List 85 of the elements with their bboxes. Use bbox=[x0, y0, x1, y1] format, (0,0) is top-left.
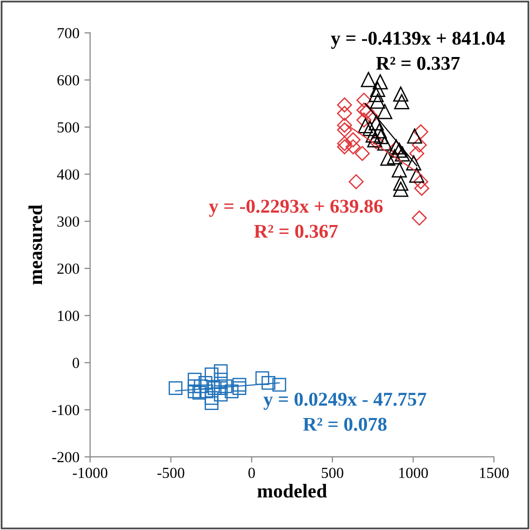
point bbox=[377, 136, 392, 151]
annotation: y = -0.4139x + 841.04 bbox=[330, 32, 505, 49]
point bbox=[414, 180, 430, 196]
point bbox=[394, 146, 410, 162]
point bbox=[372, 123, 387, 138]
point bbox=[362, 120, 378, 136]
point bbox=[337, 122, 352, 138]
y-tick-label: -200 bbox=[52, 452, 80, 462]
x-axis-title: modeled bbox=[257, 484, 327, 498]
point bbox=[387, 149, 402, 164]
point bbox=[224, 384, 238, 398]
point bbox=[394, 94, 410, 110]
x-tick-label: 1500 bbox=[480, 468, 509, 478]
point bbox=[409, 168, 424, 183]
y-tick-label: 0 bbox=[72, 358, 80, 368]
point bbox=[380, 150, 396, 166]
y-tick-label: 700 bbox=[58, 28, 80, 38]
point bbox=[392, 162, 407, 178]
point bbox=[370, 94, 386, 109]
point bbox=[368, 115, 384, 130]
y-tick-label: 400 bbox=[57, 169, 80, 180]
point bbox=[413, 174, 428, 190]
point bbox=[406, 155, 422, 170]
point bbox=[337, 139, 352, 154]
point bbox=[356, 112, 372, 128]
annotation: R² = 0.078 bbox=[303, 418, 387, 431]
point bbox=[208, 381, 222, 395]
y-tick-label: 600 bbox=[57, 75, 80, 86]
point bbox=[372, 74, 388, 90]
x-tick-label: -500 bbox=[157, 468, 184, 478]
annotation: y = 0.0249x - 47.757 bbox=[263, 392, 426, 410]
x-tick-label: 500 bbox=[322, 468, 344, 478]
point bbox=[392, 142, 407, 158]
point bbox=[232, 378, 246, 392]
point bbox=[337, 118, 352, 133]
point bbox=[262, 376, 276, 390]
point bbox=[337, 97, 352, 112]
point bbox=[214, 372, 228, 386]
point bbox=[377, 104, 392, 120]
point bbox=[413, 124, 428, 140]
point bbox=[337, 136, 352, 152]
y-axis-title: measured bbox=[28, 204, 42, 285]
point bbox=[194, 379, 208, 394]
annotation: R² = 0.337 bbox=[376, 56, 460, 70]
point bbox=[214, 388, 228, 402]
point bbox=[346, 139, 361, 154]
y-tick-label: -100 bbox=[52, 404, 80, 416]
point bbox=[192, 386, 206, 400]
point bbox=[412, 210, 427, 226]
point bbox=[407, 128, 422, 144]
point bbox=[373, 128, 388, 144]
point bbox=[359, 104, 374, 120]
y-tick-label: 500 bbox=[58, 122, 80, 133]
x-tick-label: -1000 bbox=[72, 468, 108, 478]
point bbox=[368, 87, 384, 102]
point bbox=[356, 92, 372, 108]
point bbox=[218, 379, 232, 394]
x-tick-label: 1000 bbox=[399, 468, 428, 478]
point bbox=[272, 378, 286, 392]
point bbox=[412, 137, 427, 152]
y-tick-label: 300 bbox=[57, 216, 80, 227]
x-tick-label: 0 bbox=[248, 468, 255, 478]
point bbox=[393, 182, 408, 197]
point bbox=[356, 102, 372, 118]
point bbox=[348, 174, 364, 190]
point bbox=[204, 396, 218, 410]
y-tick-label: 200 bbox=[57, 264, 80, 274]
annotation: y = -0.2293x + 639.86 bbox=[208, 200, 383, 217]
point bbox=[360, 72, 376, 88]
point bbox=[393, 176, 408, 191]
point bbox=[214, 364, 228, 378]
point bbox=[199, 384, 214, 398]
point bbox=[168, 381, 182, 395]
point bbox=[370, 82, 386, 97]
point bbox=[346, 132, 361, 148]
point bbox=[255, 371, 270, 386]
point bbox=[337, 106, 352, 121]
point bbox=[409, 146, 424, 161]
point bbox=[393, 86, 408, 102]
point bbox=[358, 118, 373, 134]
point bbox=[354, 146, 370, 161]
y-tick-label: 100 bbox=[58, 310, 80, 321]
point bbox=[366, 128, 381, 143]
annotation: R² = 0.367 bbox=[254, 224, 338, 238]
point bbox=[204, 368, 218, 382]
